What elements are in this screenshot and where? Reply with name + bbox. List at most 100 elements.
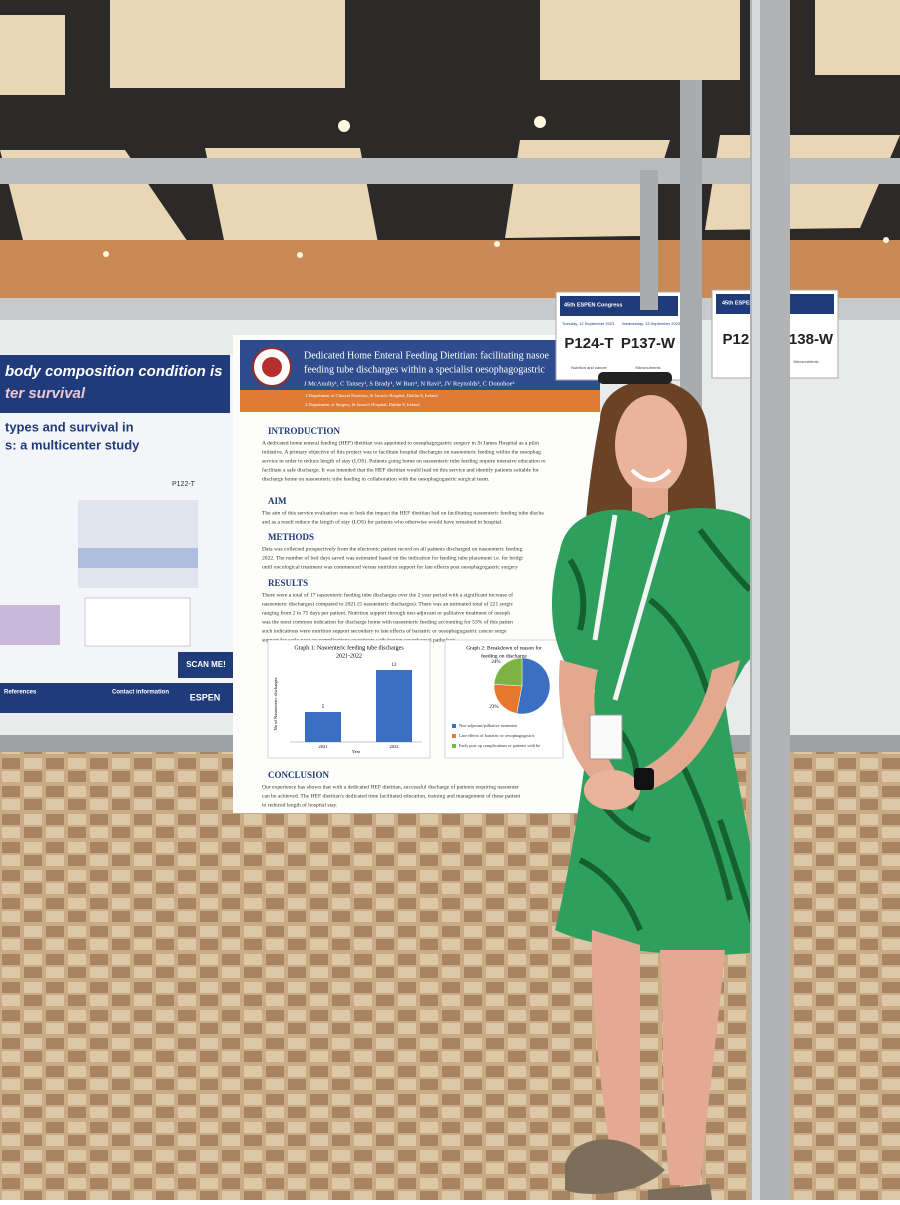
body-text: discharge home on nasoenteric tube feedi… [262, 475, 490, 482]
body-text: 2022. The number of bed days saved was e… [262, 554, 523, 561]
sign-congress: 45th ESPEN Congress [564, 302, 622, 308]
body-text: until oncological treatment was commence… [262, 563, 518, 570]
poster-subtitle: types and survival in [5, 419, 134, 434]
body-text: initiative. A primary objective of this … [262, 448, 541, 455]
slice-label: 24% [491, 660, 500, 665]
poster-table [78, 500, 198, 588]
sign-code: P125 [722, 331, 757, 348]
sign-topic: Micronutrients [635, 365, 660, 370]
body-text: such indications were nutrition support … [262, 627, 507, 634]
poster-header [240, 340, 600, 390]
poster-legend [0, 605, 60, 645]
footer-logo: ESPEN [190, 692, 221, 702]
legend-text: Early post op complications or patients … [459, 743, 540, 748]
legend-swatch [452, 734, 456, 738]
bar-label: 12 [392, 663, 398, 668]
graph-1: 5 2021 12 2022 [305, 663, 412, 749]
sign-day: Tuesday, 12 September 2023 [562, 321, 615, 326]
pie-slice [516, 657, 551, 715]
poster-title: ter survival [5, 385, 86, 402]
poster-header-band [240, 390, 600, 412]
schedule-sign: 45th ESPEN Congress Tuesday, 12 Septembe… [555, 291, 683, 381]
body-text: Data was collected prospectively from th… [262, 545, 523, 552]
pie-slice [493, 657, 523, 687]
pie-slice [493, 683, 523, 714]
poster-title: body composition condition is [5, 363, 223, 380]
body-text: to reduced length of hospital stay. [262, 801, 338, 808]
body-text: facilitate a safe discharge. It was inte… [262, 466, 539, 473]
poster-affiliation: 1.Department of Clinical Nutrition, St J… [305, 393, 438, 399]
poster-table [84, 597, 191, 647]
leg [591, 930, 640, 1150]
x-tick-label: 2022 [390, 744, 399, 749]
person [551, 372, 769, 1200]
body-text: Our experience has shown that with a ded… [262, 783, 519, 790]
poster-footer [0, 683, 240, 713]
arm [640, 660, 740, 790]
body-text: was the most common indication for disch… [262, 618, 513, 625]
poster-code: P122-T [172, 481, 196, 488]
sign-code: P137-W [621, 335, 676, 352]
scan-box [178, 652, 233, 678]
section-heading: METHODS [268, 532, 314, 542]
poster-title: Dedicated Home Enteral Feeding Dietitian… [304, 350, 549, 361]
poster-affiliation: 2.Department of Surgery, St James's Hosp… [305, 402, 420, 408]
graph-title: feeding on discharge [481, 652, 527, 659]
bar-label: 5 [322, 705, 325, 710]
y-axis-label: No of Nasoenteric discharges [273, 677, 278, 730]
scan-text: SCAN ME! [186, 660, 226, 669]
body-text: The aim of this service evaluation was t… [262, 509, 544, 516]
poster-title: feeding tube discharges within a special… [304, 364, 545, 375]
bar [376, 670, 412, 742]
sign-topic: Micronutrients [793, 359, 818, 364]
section-heading: INTRODUCTION [268, 426, 341, 436]
hospital-logo [262, 357, 282, 377]
bar [305, 712, 341, 742]
sunglasses [598, 372, 672, 384]
hands [584, 770, 640, 810]
x-axis-label: Year [352, 749, 361, 754]
body-text: A dedicated home enteral feeding (HEF) d… [262, 439, 539, 446]
poster-subtitle: s: a multicenter study [5, 437, 140, 452]
graph-title: Graph 1: Nasoenteric feeding tube discha… [294, 644, 404, 651]
sign-code: P124-T [564, 335, 613, 352]
sandal [565, 1139, 665, 1194]
stand-pole [640, 170, 658, 310]
poster-authors: J McAnulty¹, C Tansey¹, S Brady¹, W Burr… [304, 380, 514, 387]
sign-code: P138-W [779, 331, 834, 348]
leg [660, 950, 725, 1185]
body-text: There were a total of 17 nasoenteric fee… [262, 591, 513, 598]
sign-topic: Nutrition and cancer [571, 365, 607, 370]
badge [589, 714, 623, 760]
body-text: can be achieved. The HEF dietitian's ded… [262, 792, 521, 799]
sign-day: Wednesday, 13 September 2023 [622, 321, 681, 326]
poster-header [0, 355, 230, 413]
section-heading: RESULTS [268, 578, 308, 588]
graph-title: Graph 2: Breakdown of reason for [466, 644, 542, 651]
main-poster: Dedicated Home Enteral Feeding Dietitian… [233, 335, 600, 813]
left-poster: body composition condition is ter surviv… [0, 355, 240, 713]
smile [630, 468, 672, 482]
pole-highlight [752, 0, 760, 1200]
legend-swatch [452, 744, 456, 748]
body-text: ranging from 2 to 75 days per patient. N… [262, 609, 510, 616]
footer-text: References [4, 690, 37, 696]
slice-label: 23% [489, 705, 498, 710]
graph-2: 23% 24% Neo-adjuvant/palliative treatment L… [452, 657, 551, 748]
legend-text: Late effects of bariatric or oesophagoga… [459, 733, 535, 738]
watch [634, 768, 654, 790]
section-heading: AIM [268, 496, 287, 506]
poster-table-band [78, 548, 198, 568]
section-heading: CONCLUSION [268, 770, 330, 780]
body-text: nasoenteric discharges) compared to 2021… [262, 600, 514, 607]
footer-text: Contact information [112, 690, 169, 696]
graph-title: 2021-2022 [336, 653, 362, 659]
x-tick-label: 2021 [319, 744, 328, 749]
body-text: and as a result reduce the length of sta… [262, 518, 503, 525]
legend-swatch [452, 724, 456, 728]
lanyard [592, 514, 671, 701]
body-text: service in order to reduce length of sta… [262, 457, 546, 464]
legend-text: Neo-adjuvant/palliative treatment [459, 723, 518, 728]
